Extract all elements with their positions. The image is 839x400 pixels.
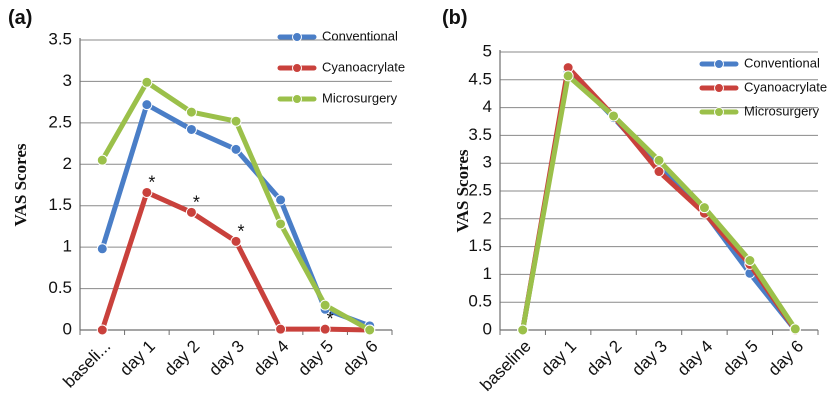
legend-marker [292,63,302,73]
data-point [275,194,287,206]
y-axis-label: VAS Scores [11,143,30,226]
data-point [275,323,287,335]
data-point [653,154,665,166]
panel-label: (b) [442,7,468,29]
legend-marker [714,83,724,93]
data-point [364,324,376,336]
x-tick-label: day 6 [764,337,807,380]
legend-label: Microsurgery [322,90,398,105]
data-point [319,323,331,335]
data-point [96,324,108,336]
y-tick-label: 1.5 [468,236,492,255]
y-tick-label: 0 [483,319,492,338]
y-tick-label: 3.5 [48,29,72,48]
y-tick-label: 2 [483,208,492,227]
legend-marker [292,94,302,104]
data-point [96,243,108,255]
y-tick-label: 1.5 [48,195,72,214]
x-tick-label: day 5 [719,337,762,380]
legend-label: Conventional [744,55,820,70]
data-point [319,299,331,311]
x-tick-label: day 3 [205,337,248,380]
data-point [141,99,153,111]
legend-label: Conventional [322,28,398,43]
legend-marker [714,59,724,69]
legend-marker [292,32,302,42]
data-point [141,76,153,88]
y-tick-label: 2 [63,154,72,173]
data-point [653,166,665,178]
x-tick-label: day 2 [583,337,626,380]
data-point [96,154,108,166]
data-point [517,324,529,336]
x-tick-label: day 5 [294,337,337,380]
x-tick-label: day 6 [339,337,382,380]
x-tick-label: day 4 [674,337,717,380]
data-point [789,323,801,335]
y-tick-label: 4 [483,97,492,116]
y-tick-label: 3 [483,153,492,172]
y-tick-label: 1 [483,264,492,283]
significance-marker: * [237,221,244,241]
data-point [744,255,756,266]
y-tick-label: 0.5 [48,278,72,297]
legend-label: Cyanoacrylate [744,79,827,94]
x-tick-label: day 2 [161,337,204,380]
data-point [185,123,197,135]
series-line [99,102,373,329]
significance-marker: * [193,192,200,212]
data-point [185,106,197,118]
data-point [185,206,197,218]
x-tick-label: day 1 [537,337,580,380]
y-tick-label: 5 [483,41,492,60]
y-tick-label: 3 [63,71,72,90]
data-point [698,202,710,214]
y-tick-label: 1 [63,237,72,256]
y-axis-label: VAS Scores [453,149,472,232]
x-tick-label: baseli... [59,337,114,392]
data-point [230,115,242,127]
x-tick-label: day 1 [116,337,159,380]
y-tick-label: 3.5 [468,125,492,144]
y-tick-label: 2.5 [468,180,492,199]
x-tick-label: day 4 [250,337,293,380]
data-point [562,70,574,82]
panel-label: (a) [8,7,32,29]
y-tick-label: 0.5 [468,292,492,311]
legend: Conventional Cyanoacrylate Microsurgery [699,55,827,118]
data-point [608,110,620,122]
legend: Conventional Cyanoacrylate Microsurgery [277,28,405,105]
significance-marker: * [327,309,334,329]
legend-marker [714,107,724,117]
data-point [230,235,242,247]
y-tick-label: 4.5 [468,69,492,88]
chart-panel-1: (b) VAS Scores 0 0.5 1 1.5 2 2.5 3 3.5 4 4.5 5 baseli… [442,7,827,395]
y-tick-label: 0 [63,319,72,338]
y-tick-label: 2.5 [48,112,72,131]
data-point [141,186,153,198]
x-tick-label: baseline [476,337,534,395]
data-point [275,218,287,230]
legend-label: Cyanoacrylate [322,59,405,74]
data-point [230,143,242,155]
legend-label: Microsurgery [744,103,820,118]
significance-marker: * [148,172,155,192]
x-tick-label: day 3 [628,337,671,380]
